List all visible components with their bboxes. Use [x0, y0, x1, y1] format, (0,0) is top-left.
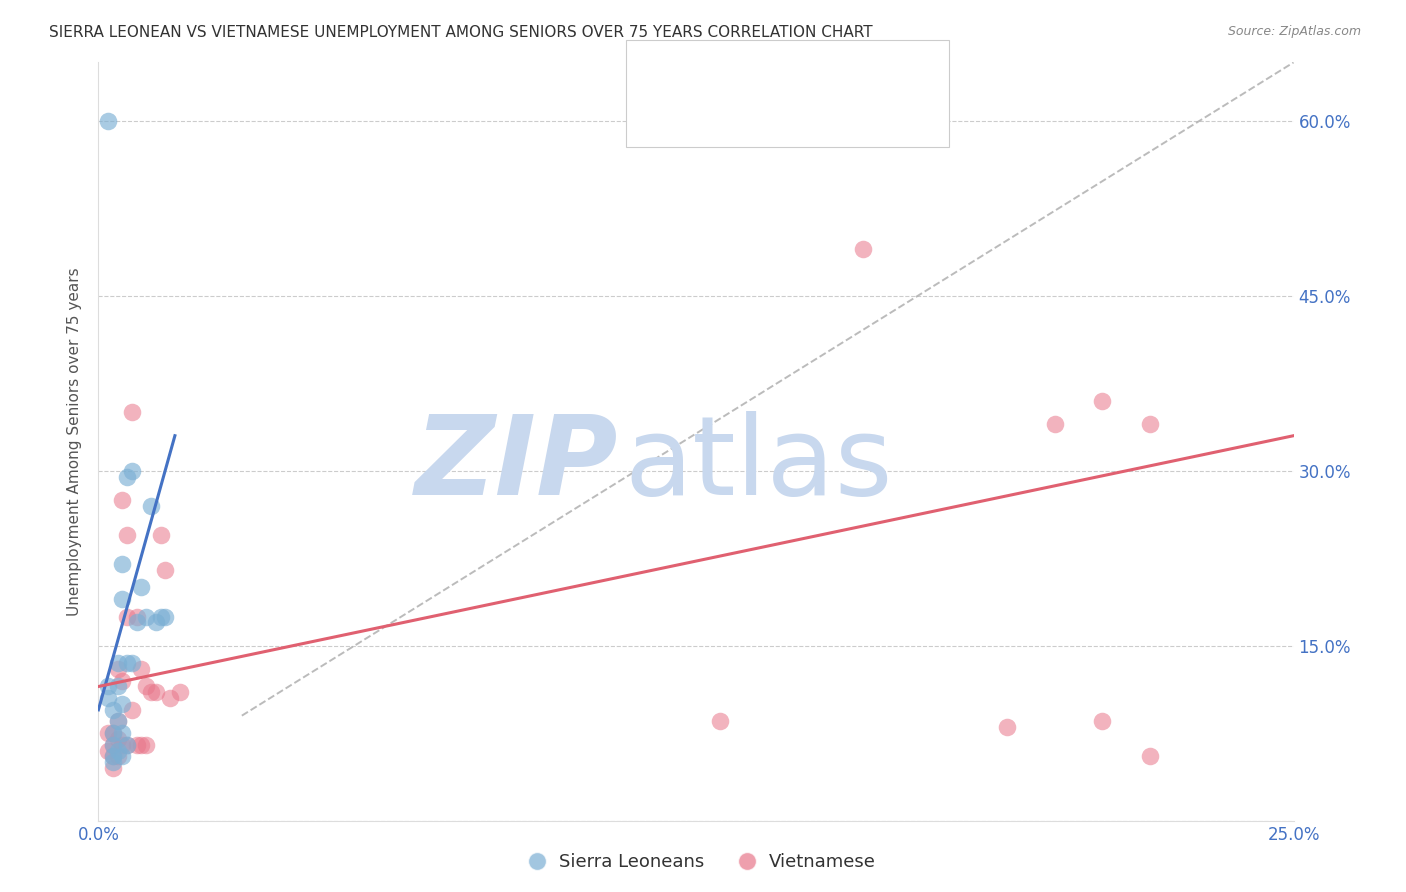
Point	[131, 662, 153, 676]
Point	[135, 609, 157, 624]
Point	[115, 469, 138, 483]
Point	[155, 563, 177, 577]
Text: Source: ZipAtlas.com: Source: ZipAtlas.com	[1227, 25, 1361, 38]
Point	[107, 731, 129, 746]
Point	[111, 673, 134, 688]
Point	[101, 703, 124, 717]
Point	[107, 744, 129, 758]
Point	[1043, 417, 1066, 431]
Point	[107, 662, 129, 676]
Point	[121, 656, 143, 670]
Point	[97, 744, 120, 758]
Text: ●: ●	[657, 62, 676, 81]
Point	[125, 609, 148, 624]
Point	[131, 738, 153, 752]
Point	[149, 528, 172, 542]
Text: SIERRA LEONEAN VS VIETNAMESE UNEMPLOYMENT AMONG SENIORS OVER 75 YEARS CORRELATIO: SIERRA LEONEAN VS VIETNAMESE UNEMPLOYMEN…	[49, 25, 873, 40]
Point	[115, 656, 138, 670]
Point	[121, 405, 143, 419]
Point	[97, 726, 120, 740]
Text: R = 0.232: R = 0.232	[682, 62, 765, 80]
Text: atlas: atlas	[624, 411, 893, 517]
Point	[139, 499, 162, 513]
Point	[169, 685, 191, 699]
Point	[709, 714, 731, 729]
Point	[101, 726, 124, 740]
Text: N = 38: N = 38	[815, 98, 877, 116]
Point	[101, 749, 124, 764]
Point	[1091, 393, 1114, 408]
Point	[1139, 417, 1161, 431]
Point	[97, 113, 120, 128]
Point	[1091, 714, 1114, 729]
Text: ●: ●	[657, 97, 676, 117]
Point	[111, 557, 134, 571]
Point	[111, 592, 134, 607]
Point	[1139, 749, 1161, 764]
Point	[131, 580, 153, 594]
Point	[149, 609, 172, 624]
Point	[111, 726, 134, 740]
Point	[111, 749, 134, 764]
Point	[97, 680, 120, 694]
Point	[101, 726, 124, 740]
Legend: Sierra Leoneans, Vietnamese: Sierra Leoneans, Vietnamese	[523, 847, 883, 879]
Point	[97, 691, 120, 706]
Point	[139, 685, 162, 699]
Point	[995, 720, 1018, 734]
Point	[101, 761, 124, 775]
Point	[107, 680, 129, 694]
Point	[115, 528, 138, 542]
Point	[135, 738, 157, 752]
Point	[111, 738, 134, 752]
Point	[125, 738, 148, 752]
Point	[159, 691, 181, 706]
Point	[111, 492, 134, 507]
Point	[125, 615, 148, 630]
Point	[107, 714, 129, 729]
Point	[111, 697, 134, 711]
Text: ZIP: ZIP	[415, 411, 619, 517]
Point	[145, 615, 167, 630]
Point	[121, 703, 143, 717]
Text: N = 29: N = 29	[815, 62, 877, 80]
Y-axis label: Unemployment Among Seniors over 75 years: Unemployment Among Seniors over 75 years	[67, 268, 83, 615]
Point	[115, 738, 138, 752]
Point	[107, 714, 129, 729]
Point	[107, 749, 129, 764]
Text: R = 0.436: R = 0.436	[682, 98, 765, 116]
Point	[101, 756, 124, 770]
Point	[121, 464, 143, 478]
Point	[115, 738, 138, 752]
Point	[155, 609, 177, 624]
Point	[101, 738, 124, 752]
Point	[101, 738, 124, 752]
Point	[852, 242, 875, 256]
Point	[115, 609, 138, 624]
Point	[145, 685, 167, 699]
Point	[135, 680, 157, 694]
Point	[107, 656, 129, 670]
Point	[101, 749, 124, 764]
